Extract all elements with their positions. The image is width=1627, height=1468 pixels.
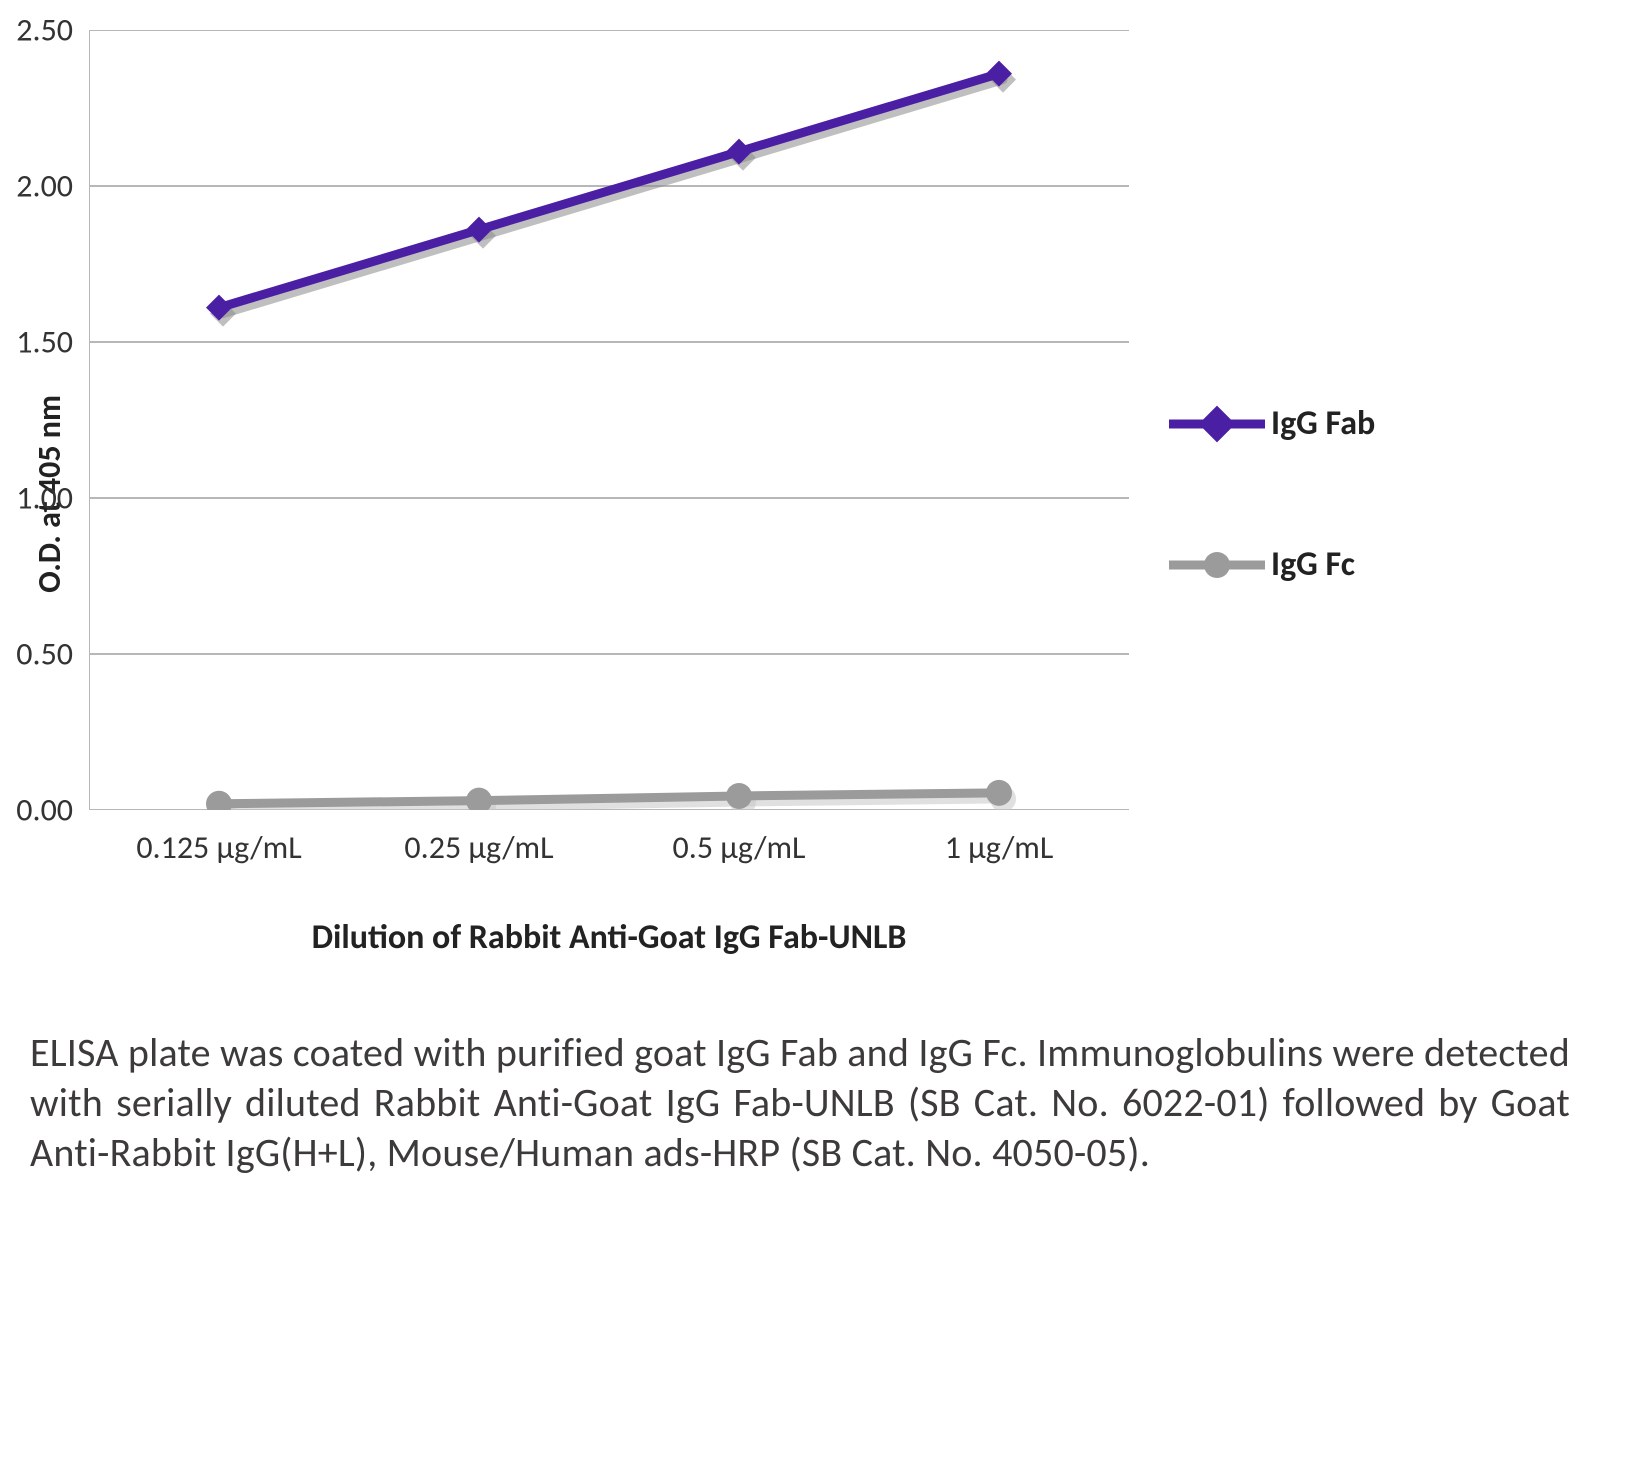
x-tick-label: 0.125 µg/mL <box>89 828 349 867</box>
caption-text: ELISA plate was coated with purified goa… <box>30 1028 1570 1178</box>
legend-item: IgG Fab <box>1169 403 1375 444</box>
y-tick-label: 1.00 <box>16 479 89 518</box>
x-tick-label: 1 µg/mL <box>869 828 1129 867</box>
x-tick-container: 0.125 µg/mL0.25 µg/mL0.5 µg/mL1 µg/mL <box>89 828 1129 867</box>
legend-label: IgG Fc <box>1271 544 1355 585</box>
x-tick-label: 0.25 µg/mL <box>349 828 609 867</box>
y-tick-label: 2.00 <box>16 167 89 206</box>
plot-area: 0.000.501.001.502.002.50 <box>89 30 1129 810</box>
x-tick-label: 0.5 µg/mL <box>609 828 869 867</box>
legend-swatch <box>1169 553 1265 577</box>
y-tick-label: 0.50 <box>16 635 89 674</box>
y-tick-label: 1.50 <box>16 323 89 362</box>
legend-label: IgG Fab <box>1271 403 1375 444</box>
y-tick-label: 0.00 <box>16 791 89 830</box>
legend: IgG Fab IgG Fc <box>1169 403 1375 585</box>
legend-swatch <box>1169 412 1265 436</box>
y-tick-label: 2.50 <box>16 11 89 50</box>
x-axis-label: Dilution of Rabbit Anti-Goat IgG Fab-UNL… <box>89 917 1129 958</box>
legend-item: IgG Fc <box>1169 544 1375 585</box>
chart-row: O.D. at 405 nm 0.000.501.001.502.002.50 … <box>30 30 1597 958</box>
plot-column: 0.000.501.001.502.002.50 0.125 µg/mL0.25… <box>89 30 1129 958</box>
figure: O.D. at 405 nm 0.000.501.001.502.002.50 … <box>30 30 1597 1178</box>
